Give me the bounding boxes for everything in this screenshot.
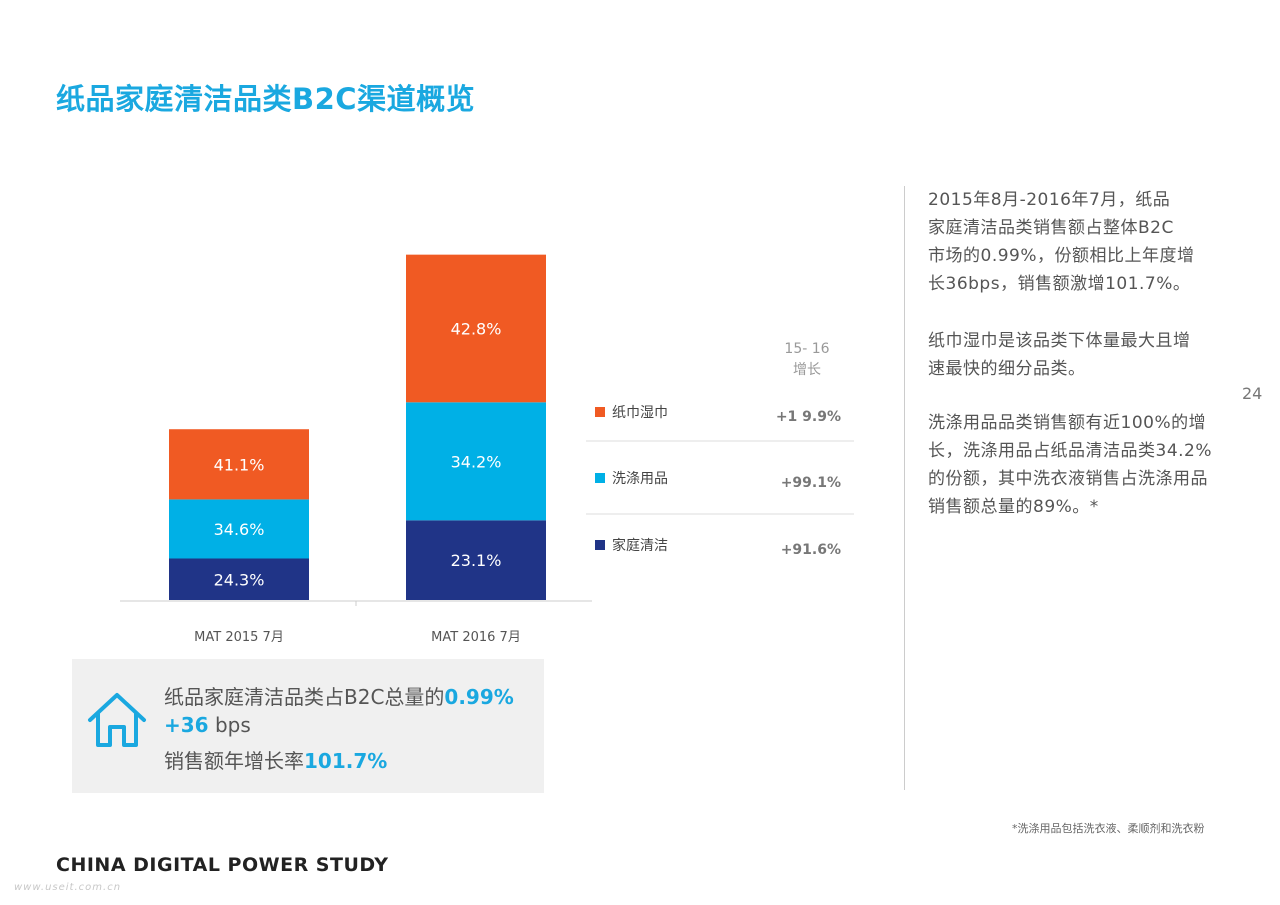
category-label-0: MAT 2015 7月 [194,630,284,645]
summary-growth-value: 101.7% [304,749,388,773]
growth-header-line1: 15- 16 [784,341,829,357]
stacked-bar-chart: 24.3% 34.6% 41.1% MAT 2015 7月 23.1% 34.2% 42.8… [120,254,854,645]
legend-label-0: 纸巾湿巾 [612,405,668,421]
summary-bps-value: +36 [164,713,209,737]
bar-segment-1-1 [406,402,546,521]
category-label-1: MAT 2016 7月 [431,630,521,645]
bar-segment-1-0 [169,499,309,559]
footnote: *洗涤用品包括洗衣液、柔顺剂和洗衣粉 [1012,822,1205,835]
legend-swatch-1 [595,473,605,483]
summary-line-share: 纸品家庭清洁品类占B2C总量的0.99% [164,685,514,709]
summary-line-bps: +36 bps [164,713,251,737]
page-title: 纸品家庭清洁品类B2C渠道概览 [56,82,476,116]
growth-value-0: +1 9.9% [776,409,841,425]
bar-segment-2-0 [169,429,309,500]
summary-share-value: 0.99% [444,685,514,709]
paragraph-1: 2015年8月-2016年7月，纸品 家庭清洁品类销售额占整体B2C 市场的0.… [928,190,1195,294]
legend-swatch-0 [595,407,605,417]
data-label-2-1: 42.8% [451,319,502,338]
page-number: 24 [1242,384,1263,403]
paragraph-3: 洗涤用品品类销售额有近100%的增 长，洗涤用品占纸品清洁品类34.2% 的份额… [928,413,1213,517]
bar-segment-2-1 [406,254,546,403]
growth-value-1: +99.1% [781,475,841,491]
legend-label-1: 洗涤用品 [612,471,668,487]
legend-label-2: 家庭清洁 [612,537,668,554]
summary-line-growth: 销售额年增长率101.7% [164,749,388,773]
paragraph-2: 纸巾湿巾是该品类下体量最大且增 速最快的细分品类。 [928,331,1191,379]
data-label-1-1: 34.2% [451,452,502,471]
growth-header-line2: 增长 [793,362,821,378]
brand-footer: CHINA DIGITAL POWER STUDY [56,854,389,876]
growth-value-2: +91.6% [781,542,841,558]
data-label-2-0: 41.1% [214,455,265,474]
data-label-0-0: 24.3% [214,570,265,589]
data-label-0-1: 23.1% [451,551,502,570]
vertical-divider [904,186,905,790]
data-label-1-0: 34.6% [214,520,265,539]
summary-box: 纸品家庭清洁品类占B2C总量的0.99% +36 bps 销售额年增长率101.… [72,659,544,793]
house-icon [88,693,146,747]
bar-segment-0-0 [169,558,309,600]
bar-segment-0-1 [406,520,546,600]
legend-swatch-2 [595,540,605,550]
watermark: www.useit.com.cn [14,882,122,893]
